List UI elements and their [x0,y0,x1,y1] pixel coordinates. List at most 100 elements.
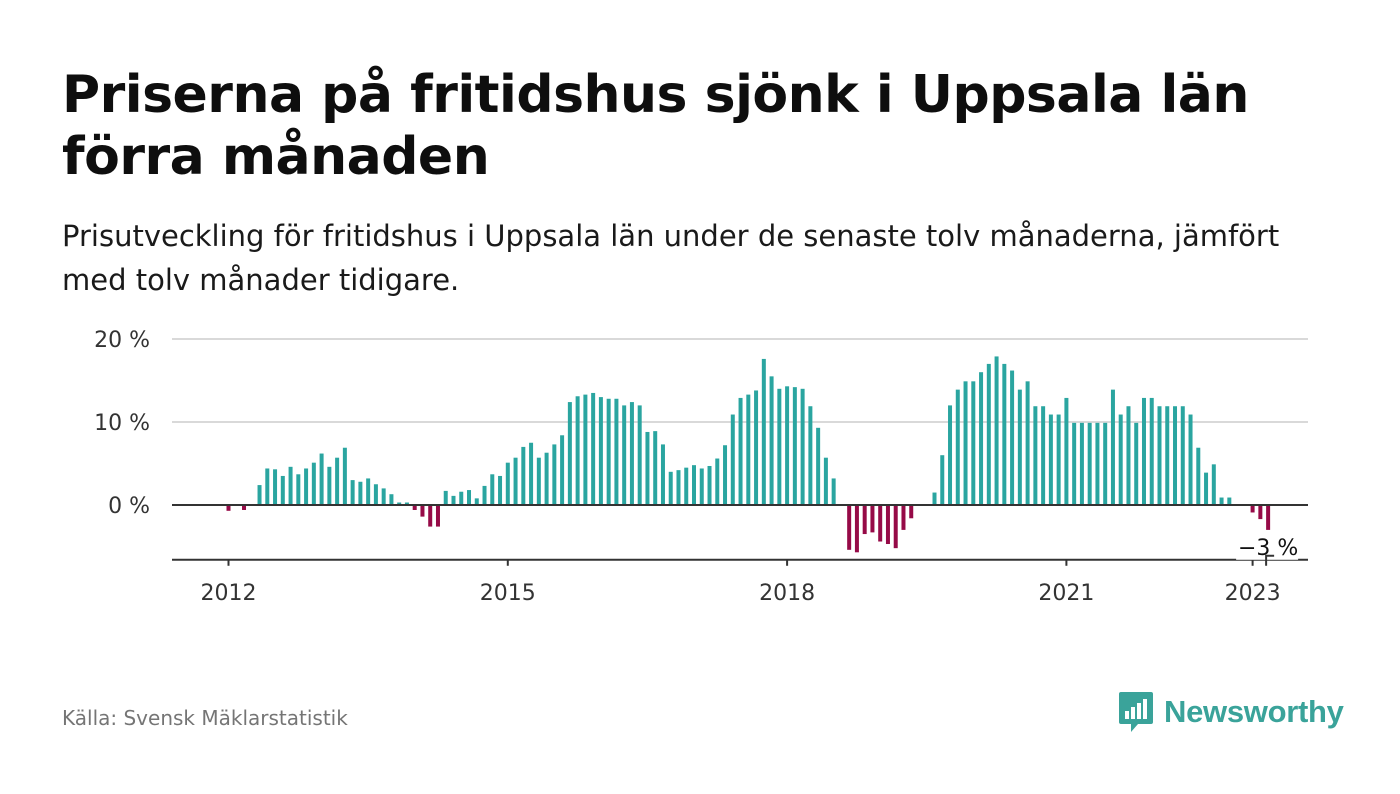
bar [761,358,766,505]
bar [1134,422,1139,505]
bar [754,390,759,505]
bar [1095,422,1100,505]
bar [692,465,696,505]
bar [870,505,875,533]
bar [1118,414,1123,505]
bar [769,376,774,505]
bar [1041,406,1046,505]
bar [792,387,797,505]
bar [738,397,743,505]
bar [311,462,316,505]
bar [529,442,534,505]
x-axis-tick-labels: 2012 2015 2018 2021 2023 [201,559,1281,606]
bar [847,505,852,550]
bar [1079,422,1084,505]
bar [1258,505,1263,520]
bar [242,505,247,510]
bar [901,505,906,530]
y-axis-tick-labels: 20 % 10 % 0 % [94,328,150,519]
bar [746,394,751,505]
bar [1165,406,1170,505]
bar [420,505,425,517]
bar [730,414,735,505]
bar [1266,505,1271,530]
bar [474,498,479,505]
bar [513,457,518,505]
bar [1064,397,1069,505]
bar [1180,406,1185,505]
newsworthy-logo-text: Newsworthy [1164,694,1344,729]
bar [366,478,371,505]
bar [637,405,642,505]
bar [342,447,347,505]
bar [1017,389,1022,505]
bar [482,485,487,505]
bar [435,505,440,527]
x-tick-label: 2023 [1225,581,1281,606]
bar [1188,414,1193,505]
bar [273,469,278,505]
bar [1126,406,1131,505]
bar [1056,414,1061,505]
bar [583,394,588,505]
bar [1048,414,1053,505]
bar [932,492,937,505]
bar [660,444,665,505]
bar [521,446,526,505]
bar [676,470,681,505]
bar [451,495,456,505]
bar [1196,447,1201,505]
bar [1087,422,1092,505]
bar [443,490,448,505]
bar [412,505,417,510]
chart-title: Priserna på fritidshus sjönk i Uppsala l… [62,65,1249,187]
bar [304,468,309,505]
bar [823,457,828,505]
newsworthy-logo[interactable]: Newsworthy [1118,690,1344,734]
bar [296,474,301,505]
bar [785,386,790,505]
bar [808,406,813,505]
source-note: Källa: Svensk Mäklarstatistik [62,706,348,730]
bar [288,466,293,505]
bar [1010,370,1015,505]
bar [622,405,627,505]
bar [1025,381,1030,505]
bar [335,457,340,505]
bar [1033,406,1038,505]
bar [1227,497,1232,505]
bar [885,505,890,545]
bar [971,381,976,505]
bar [257,485,262,505]
bar [536,457,541,505]
last-value-annotation: −3 % [1236,533,1298,566]
bar [226,505,231,511]
x-tick-label: 2012 [201,581,257,606]
bar [1149,397,1154,505]
bar [940,455,945,505]
bar [816,427,821,505]
bar [707,465,712,505]
y-tick-label: 10 % [94,411,150,436]
bar [1250,505,1255,513]
bar [265,468,270,505]
bar [1219,497,1224,505]
x-tick-label: 2015 [480,581,536,606]
bar [723,445,728,505]
bar [467,490,472,505]
bar [831,478,836,505]
bar [653,431,658,505]
axes [172,504,1308,561]
annotation-connector [1265,554,1275,566]
bar [280,475,285,505]
bar [1002,363,1007,505]
bar [1141,397,1146,505]
bar [1110,389,1115,505]
bar [994,356,999,505]
bar [699,468,704,505]
chart-subtitle: Prisutveckling för fritidshus i Uppsala … [62,219,1280,297]
bar [955,389,960,505]
bar [358,481,363,505]
bar [948,405,953,505]
bar [1157,406,1162,505]
